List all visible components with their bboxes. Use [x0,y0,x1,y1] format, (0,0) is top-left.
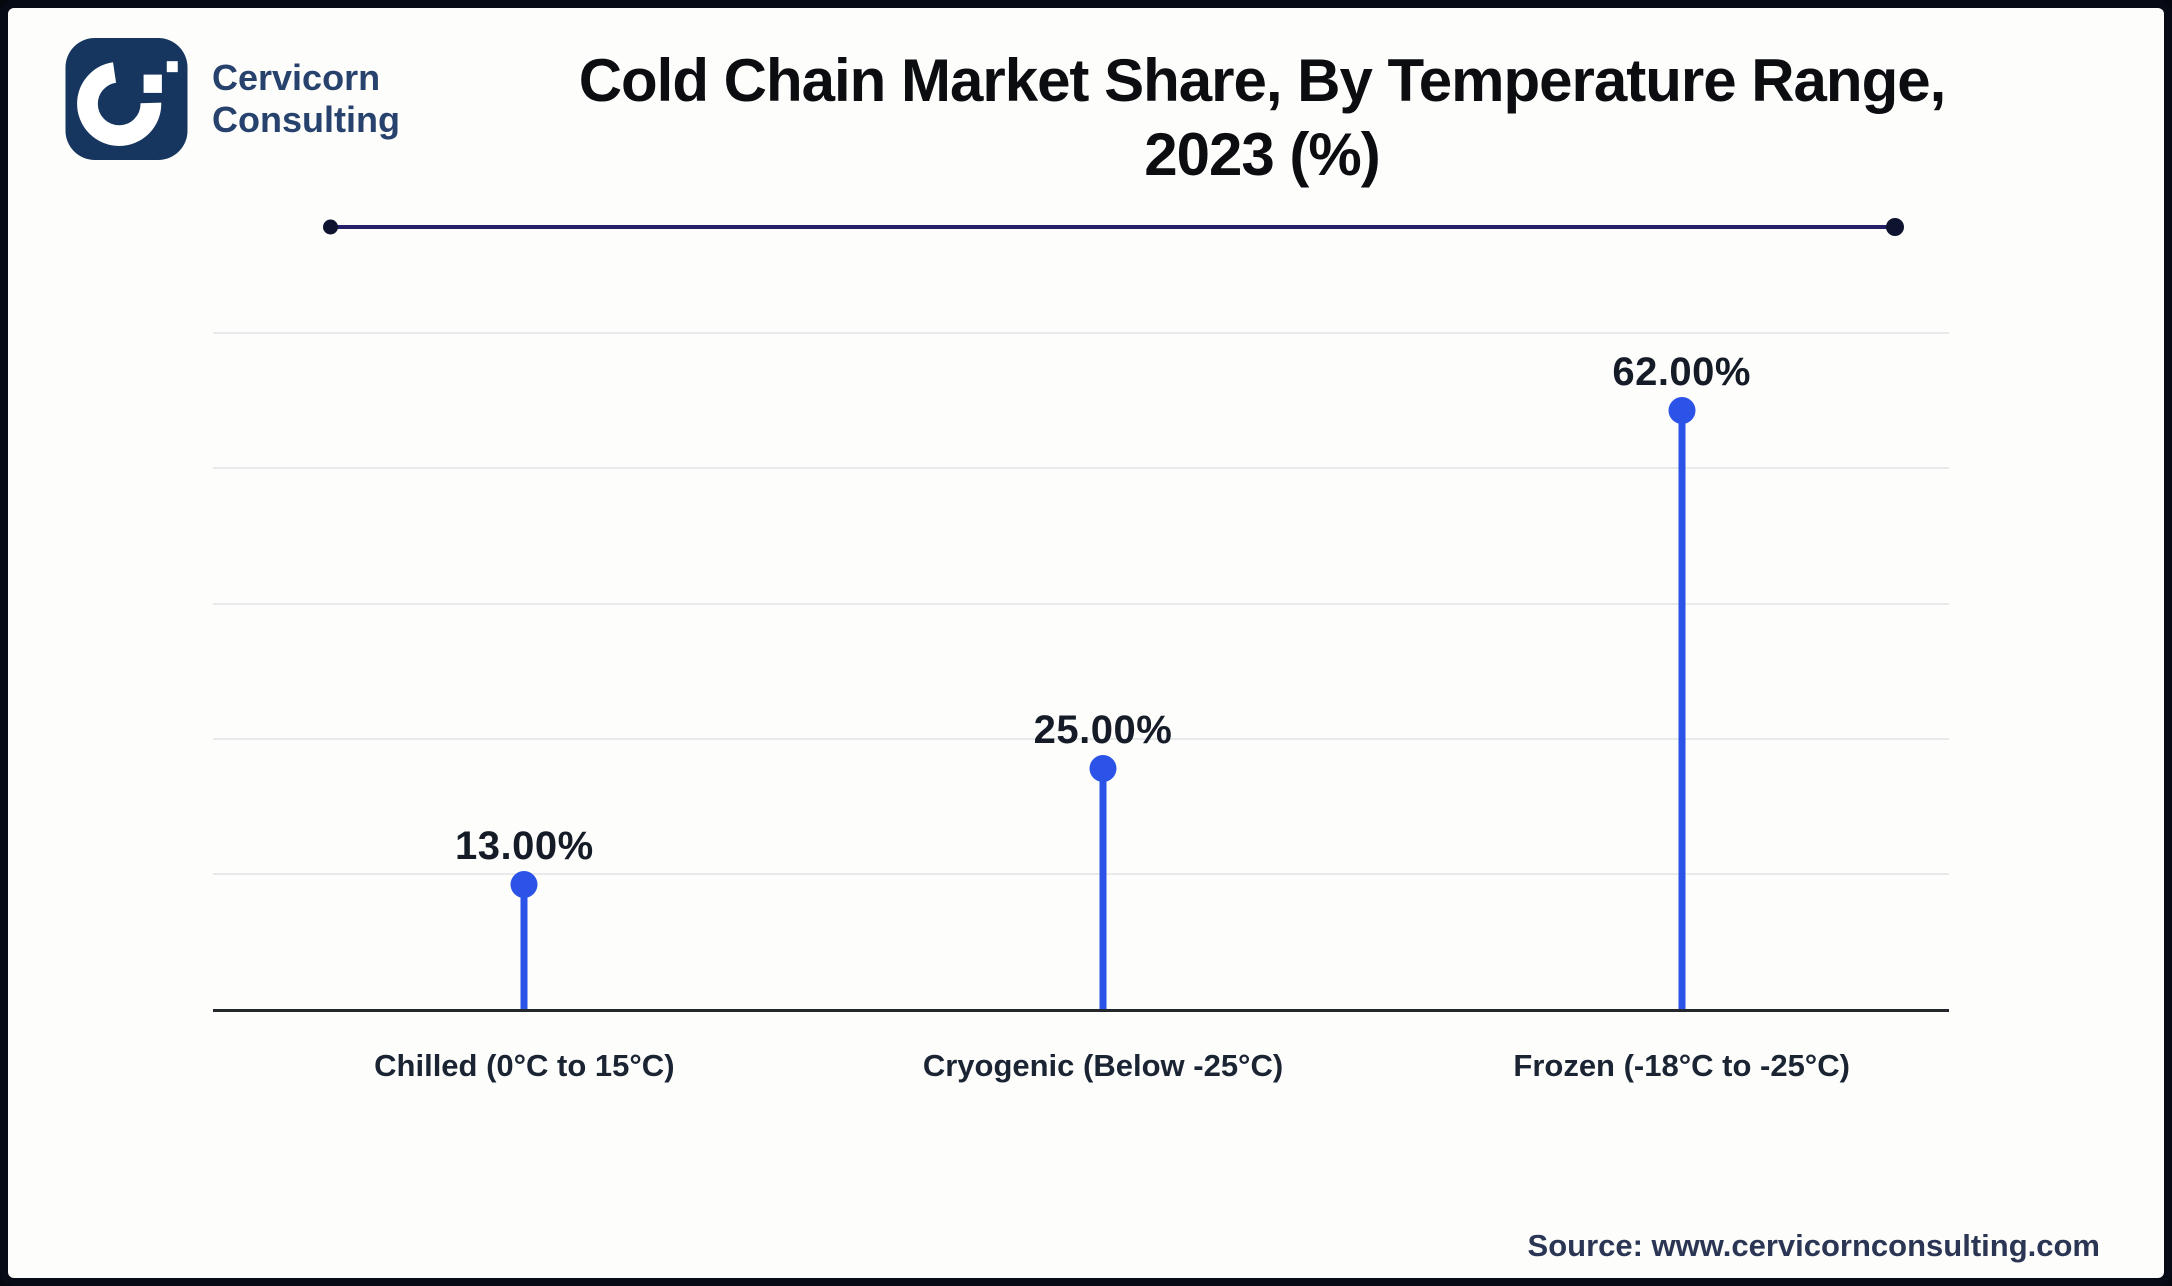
brand-name-line1: Cervicorn [212,56,381,98]
header: Cervicorn Consulting Cold Chain Market S… [63,38,2124,192]
chart-title-line2: 2023 (%) [1144,120,1380,188]
gridline [213,603,1949,605]
plot-area: 13.00% 25.00% 62.00% [213,332,1949,1012]
value-label: 25.00% [1033,707,1173,752]
brand-logo: Cervicorn Consulting [63,38,400,160]
brand-name-line2: Consulting [212,99,400,140]
value-label: 13.00% [454,824,594,869]
x-axis-line [213,1009,1949,1012]
gridline [213,873,1949,875]
cervicorn-logo-icon [65,38,188,160]
chart-title-line1: Cold Chain Market Share, By Temperature … [578,47,1947,114]
value-label: 62.00% [1612,349,1751,394]
category-label: Chilled (0°C to 15°C) [374,1048,675,1083]
category-label: Cryogenic (Below -25°C) [922,1048,1284,1083]
gridline [213,332,1949,334]
gridline [213,738,1949,740]
source-note: Source: www.cervicornconsulting.com [1527,1228,2100,1263]
lollipop-stem [1099,767,1107,1010]
chart-title: Cold Chain Market Share, By Temperature … [400,44,2124,192]
category-axis: Chilled (0°C to 15°C) Cryogenic (Below -… [213,1048,1949,1108]
lollipop-stem [1678,409,1686,1010]
brand-name: Cervicorn Consulting [212,57,400,141]
gridline [213,467,1949,469]
lollipop-stem [520,884,528,1010]
category-label: Frozen (-18°C to -25°C) [1513,1048,1850,1083]
title-divider [330,225,1895,229]
